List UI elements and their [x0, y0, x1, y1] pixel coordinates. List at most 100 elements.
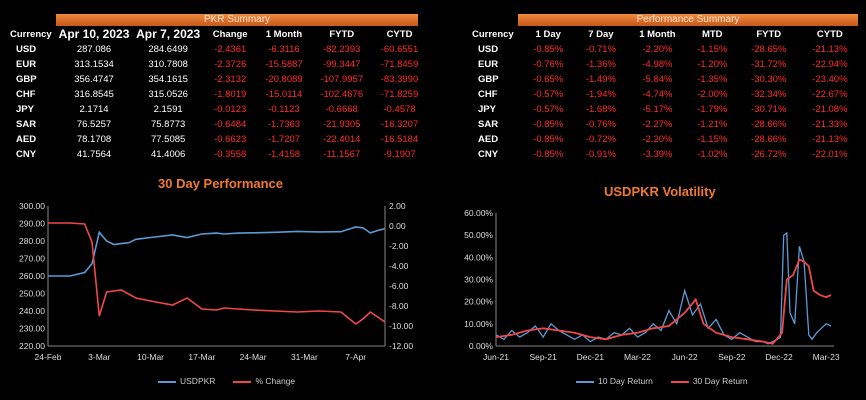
table-cell: -0.57% — [533, 89, 564, 100]
y-tick-label: 270.00 — [19, 254, 45, 264]
y2-tick-label: 0.00 — [389, 221, 406, 231]
table-cell: -23.40% — [812, 74, 848, 85]
table-cell: -99.3447 — [322, 59, 361, 70]
table-cell: -1.4158 — [267, 149, 301, 160]
table-cell: 41.4006 — [150, 149, 186, 160]
y2-tick-label: -12.00 — [389, 341, 413, 351]
table-cell: -6.3116 — [268, 44, 300, 55]
chart-title-30-day: 30 Day Performance — [158, 176, 284, 191]
x-tick-label: Jun-21 — [483, 352, 509, 362]
table-cell: -21.9305 — [322, 119, 361, 130]
currency-code: USD — [478, 44, 499, 55]
table-row: GBP 356.4747 354.1615 -2.3132 -20.8089 -107.9… — [8, 72, 428, 87]
table-cell: -15.0114 — [265, 89, 303, 100]
table-cell: 316.8545 — [74, 89, 114, 100]
y-tick-label: 240.00 — [19, 306, 45, 316]
x-tick-label: Mar-23 — [813, 352, 840, 362]
table-cell: -11.1567 — [323, 149, 361, 160]
table-cell: -0.85% — [533, 119, 564, 130]
column-header: 7 Day — [588, 29, 614, 40]
currency-code: GBP — [16, 74, 37, 85]
currency-code: CHF — [478, 89, 498, 100]
y-tick-label: 220.00 — [19, 341, 45, 351]
table-cell: -4.74% — [642, 89, 673, 100]
table-row: JPY 2.1714 2.1591 -0.0123 -0.1123 -0.6668 -0.4… — [8, 102, 428, 117]
table-cell: 2.1591 — [153, 104, 183, 115]
y-tick-label: 300.00 — [19, 201, 45, 211]
column-header: Currency — [472, 29, 514, 40]
table-cell: -1.7363 — [267, 119, 301, 130]
series-line-10-day — [495, 231, 832, 345]
series-line-change — [48, 222, 386, 325]
currency-code: EUR — [16, 59, 37, 70]
table-cell: -83.3990 — [380, 74, 419, 85]
table-cell: -2.4361 — [214, 44, 247, 55]
series-line-usdpkr — [48, 226, 386, 277]
y2-tick-label: -8.00 — [389, 301, 409, 311]
table-cell: -71.8459 — [380, 59, 419, 70]
table-cell: -102.4676 — [320, 89, 364, 100]
table-cell: -2.00% — [697, 89, 728, 100]
table-cell: 287.086 — [76, 44, 112, 55]
table-row: USD 287.086 284.6499 -2.4361 -6.3116 -82.2393… — [8, 42, 428, 57]
legend-item-change: % Change — [233, 376, 295, 386]
table-cell: -0.4578 — [383, 104, 416, 115]
y2-tick-label: -6.00 — [389, 281, 409, 291]
table-cell: 2.1714 — [79, 104, 109, 115]
column-header: CYTD — [386, 29, 413, 40]
y-tick-label: 280.00 — [19, 236, 45, 246]
table-cell: -0.85% — [533, 44, 564, 55]
column-header: MTD — [701, 29, 723, 40]
legend-item-usdpkr: USDPKR — [158, 376, 215, 386]
table-row: AED -0.85% -0.72% -2.20% -1.15% -28.66% -21.13… — [470, 132, 860, 147]
chart-30-day-performance: 220.00 230.00 240.00 250.00 260.00 270.00 280.… — [19, 201, 413, 362]
table-row: EUR -0.76% -1.36% -4.98% -1.20% -31.72% -22.94… — [470, 57, 860, 72]
legend-item-30-day: 30 Day Return — [670, 376, 748, 386]
x-tick-label: 10-Mar — [137, 352, 164, 362]
table-cell: -21.33% — [812, 119, 848, 130]
x-tick-label: Mar-22 — [624, 352, 651, 362]
table-cell: -0.76% — [585, 119, 616, 130]
y-tick-label: 230.00 — [19, 324, 45, 334]
currency-code: USD — [16, 44, 37, 55]
table-row: USD -0.85% -0.71% -2.20% -1.15% -28.65% -21.13… — [470, 42, 860, 57]
currency-code: CNY — [16, 149, 37, 160]
table-row: CHF 316.8545 315.0526 -1.8019 -15.0114 -102.4… — [8, 87, 428, 102]
table-cell: -31.72% — [751, 59, 787, 70]
table-cell: 313.1534 — [74, 59, 114, 70]
y2-tick-label: 2.00 — [389, 201, 406, 211]
x-tick-label: Sep-21 — [529, 352, 557, 362]
table-cell: -0.85% — [533, 134, 564, 145]
table-cell: -9.1907 — [383, 149, 416, 160]
table-cell: -0.6484 — [214, 119, 247, 130]
chart-title-volatility: USDPKR Volatility — [604, 184, 716, 199]
currency-code: AED — [16, 134, 37, 145]
table-cell: 356.4747 — [74, 74, 114, 85]
table-header-row: Currency Apr 10, 2023 Apr 7, 2023 Change 1 M… — [8, 27, 428, 42]
legend-item-10-day: 10 Day Return — [576, 376, 653, 386]
table-row: EUR 313.1534 310.7808 -2.3726 -15.5887 -99.34… — [8, 57, 428, 72]
table-cell: -30.30% — [751, 74, 787, 85]
y-tick-label: 40.00% — [464, 252, 493, 262]
table-cell: -0.91% — [585, 149, 616, 160]
table-cell: -22.01% — [812, 149, 848, 160]
table-cell: 78.1708 — [76, 134, 112, 145]
table-cell: -5.17% — [642, 104, 673, 115]
y-tick-label: 60.00% — [464, 208, 493, 218]
currency-code: SAR — [16, 119, 37, 130]
table-cell: -21.08% — [812, 104, 848, 115]
table-cell: -2.3726 — [214, 59, 247, 70]
table-row: CNY 41.7564 41.4006 -0.3558 -1.4158 -11.1567 -… — [8, 147, 428, 162]
table-cell: -0.6623 — [214, 134, 247, 145]
currency-code: SAR — [478, 119, 499, 130]
table-cell: -20.8089 — [265, 74, 303, 85]
table-cell: -2.3132 — [214, 74, 247, 85]
column-header: Apr 7, 2023 — [136, 27, 201, 41]
table-cell: -21.13% — [812, 134, 848, 145]
table-cell: -28.66% — [751, 134, 787, 145]
x-tick-label: Sep-22 — [718, 352, 746, 362]
table-cell: -1.15% — [697, 44, 728, 55]
currency-code: CNY — [478, 149, 499, 160]
series-line-30-day — [495, 258, 832, 345]
legend-volatility: 10 Day Return 30 Day Return — [576, 376, 748, 386]
